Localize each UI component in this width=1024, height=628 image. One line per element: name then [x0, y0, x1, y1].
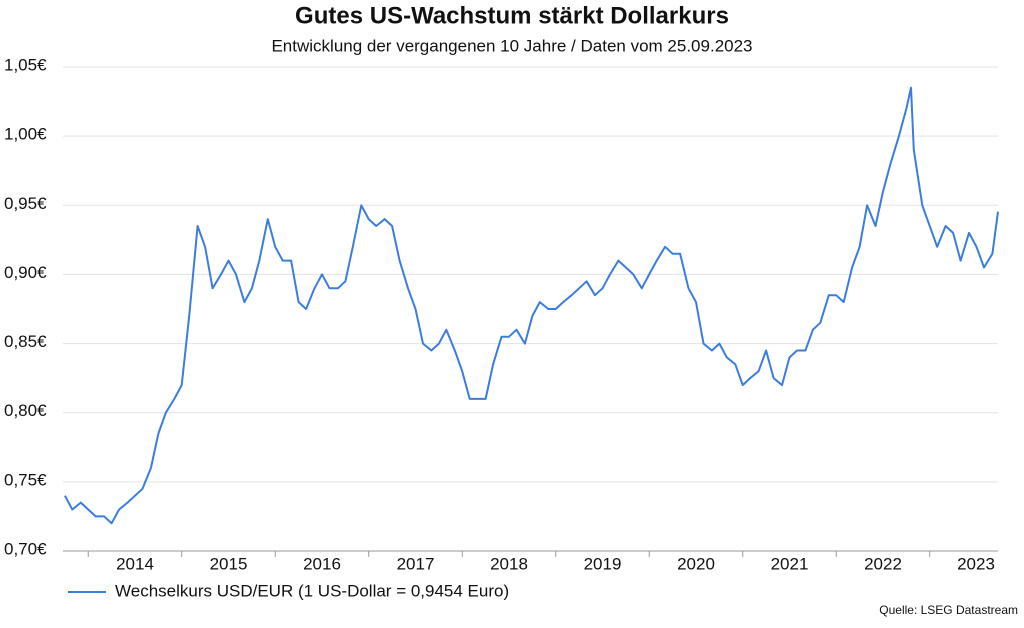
y-tick-label: 1,00€: [4, 125, 47, 144]
y-tick-label: 1,05€: [4, 55, 47, 74]
source: Quelle: LSEG Datastream: [879, 603, 1018, 617]
y-tick-label: 0,95€: [4, 194, 47, 213]
x-tick-label: 2021: [771, 554, 809, 573]
y-tick-label: 0,85€: [4, 332, 47, 351]
x-tick-label: 2022: [864, 554, 902, 573]
x-tick-label: 2017: [397, 554, 435, 573]
x-tick-label: 2019: [584, 554, 622, 573]
data-line: [64, 86, 999, 525]
y-tick-label: 0,90€: [4, 263, 47, 282]
chart-title: Gutes US-Wachstum stärkt Dollarkurs: [295, 2, 729, 29]
x-tick-label: 2014: [116, 554, 154, 573]
legend-label: Wechselkurs USD/EUR (1 US-Dollar = 0,945…: [115, 581, 509, 600]
y-tick-label: 0,70€: [4, 539, 47, 558]
x-tick-label: 2015: [210, 554, 248, 573]
y-tick-label: 0,75€: [4, 470, 47, 489]
x-tick-label: 2023: [957, 554, 995, 573]
y-tick-label: 0,80€: [4, 401, 47, 420]
x-tick-label: 2018: [490, 554, 528, 573]
chart-subtitle: Entwicklung der vergangenen 10 Jahre / D…: [271, 36, 752, 55]
x-tick-label: 2016: [303, 554, 341, 573]
x-tick-label: 2020: [677, 554, 715, 573]
